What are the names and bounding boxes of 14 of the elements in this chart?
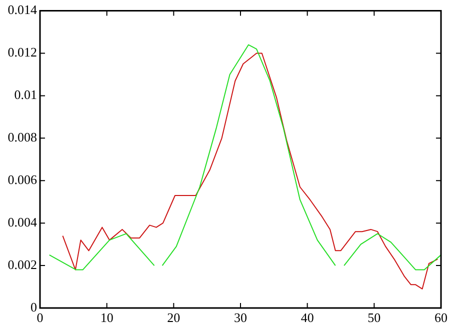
- y-tick-label: 0.01: [14, 87, 37, 102]
- x-tick-label: 30: [234, 310, 247, 326]
- x-tick-label: 20: [167, 310, 180, 326]
- y-tick-label: 0.004: [8, 214, 38, 230]
- y-tick-label: 0.012: [8, 44, 37, 60]
- y-tick-label: 0.008: [8, 130, 37, 145]
- y-tick-label: 0: [30, 299, 37, 314]
- x-tick-label: 60: [434, 310, 448, 326]
- y-tick-label: 0.006: [8, 172, 38, 188]
- x-tick-label: 40: [300, 310, 314, 326]
- y-tick-label: 0.014: [8, 2, 38, 18]
- y-tick-label: 0.002: [8, 256, 37, 272]
- x-tick-label: 10: [100, 310, 114, 326]
- x-tick-label: 50: [368, 310, 381, 326]
